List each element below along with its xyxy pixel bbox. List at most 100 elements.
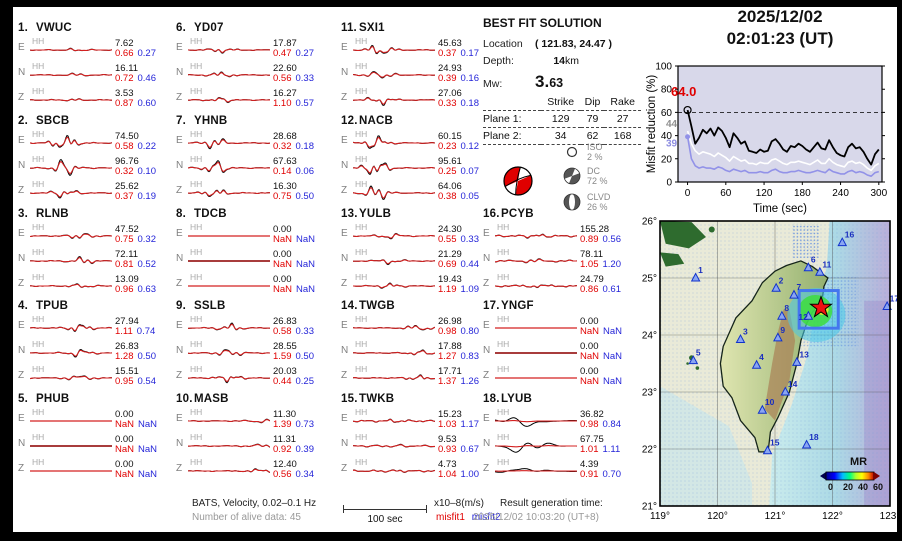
channel-row-TPUB-N: N HH 26.83 1.28 0.50	[18, 338, 170, 363]
amplitude-value: 4.73	[438, 458, 457, 470]
frame-left	[0, 0, 13, 541]
waveform-PHUB-Z: HH	[30, 456, 112, 481]
misfit2-value: NaN	[603, 326, 623, 337]
channel-row-SSLB-N: N HH 28.55 1.59 0.50	[176, 338, 328, 363]
col-strike: Strike	[540, 94, 581, 111]
svg-text:24°: 24°	[642, 331, 657, 342]
svg-text:Misfit reduction (%): Misfit reduction (%)	[646, 75, 658, 174]
alive-data-count: Number of alive data: 45	[192, 512, 301, 523]
channel-code: HH	[32, 272, 45, 282]
component-label: E	[18, 413, 25, 424]
waveform-MASB-E: HH	[187, 406, 271, 431]
station-marker-17	[882, 300, 892, 310]
station-marker-5	[688, 355, 699, 365]
station-title: 7. YHNB	[176, 115, 228, 127]
station-marker-2	[771, 282, 781, 292]
misfit2-value: 0.34	[295, 469, 315, 480]
svg-text:21°: 21°	[642, 502, 657, 513]
component-label: Z	[341, 185, 348, 196]
component-label: E	[18, 228, 25, 239]
misfit2-value: NaN	[296, 234, 316, 245]
channel-row-YNGF-N: N HH 0.00 NaN NaN	[483, 338, 635, 363]
waveform-SSLB-Z: HH	[187, 363, 271, 388]
channel-code: HH	[497, 407, 510, 417]
channel-row-YHNB-E: E HH 28.68 0.32 0.18	[176, 128, 328, 153]
component-label: Z	[176, 463, 183, 474]
svg-text:6: 6	[811, 255, 816, 265]
channel-values: 0.00 NaN NaN	[273, 224, 327, 246]
channel-code: HH	[497, 247, 510, 257]
waveform-YULB-N: HH	[353, 246, 436, 271]
waveform-RLNB-N: HH	[30, 246, 113, 271]
channel-values: 0.00 NaN NaN	[115, 434, 169, 456]
misfit1-value: 0.38	[438, 191, 457, 202]
component-label: E	[341, 135, 348, 146]
svg-text:120: 120	[756, 188, 773, 199]
amplitude-value: 67.63	[273, 155, 297, 167]
station-block-RLNB: 3. RLNB E HH 47.52 0.75 0.32 N HH 72.11 0.81 0.52 Z H…	[18, 208, 170, 298]
misfit2-value: 0.22	[137, 141, 157, 152]
misfit1-value: 0.98	[438, 326, 457, 337]
misfit1-value: 0.81	[115, 259, 134, 270]
col-dip: Dip	[580, 94, 605, 111]
misfit1-value: 0.37	[438, 48, 457, 59]
channel-code: HH	[497, 457, 510, 467]
channel-code: HH	[497, 272, 510, 282]
waveform-LYUB-N: HH	[495, 431, 578, 456]
svg-text:0: 0	[828, 482, 833, 492]
waveform-TWKB-N: HH	[353, 431, 436, 456]
channel-values: 26.83 0.58 0.33	[273, 316, 327, 338]
component-label: E	[341, 42, 348, 53]
component-label: N	[176, 438, 184, 449]
amplitude-value: 15.51	[115, 365, 139, 377]
amplitude-value: 12.40	[273, 458, 297, 470]
misfit2-value: 1.11	[602, 444, 621, 455]
waveform-SXI1-E: HH	[352, 35, 435, 60]
channel-values: 67.75 1.01 1.11	[580, 434, 634, 456]
component-label: E	[483, 320, 490, 331]
svg-text:39: 39	[666, 139, 678, 150]
svg-text:12: 12	[798, 312, 808, 322]
misfit1-value: NaN	[273, 234, 293, 245]
misfit1-value: 0.93	[438, 444, 457, 455]
plane2-label: Plane 2:	[483, 127, 541, 145]
svg-text:13: 13	[799, 349, 809, 359]
component-label: E	[176, 320, 183, 331]
channel-row-RLNB-E: E HH 47.52 0.75 0.32	[18, 221, 170, 246]
component-label: N	[341, 438, 349, 449]
misfit2-value: 0.19	[137, 191, 157, 202]
misfit1-value: 0.32	[115, 166, 134, 177]
station-marker-12	[803, 310, 814, 320]
misfit1-value: 0.32	[273, 141, 292, 152]
amplitude-value: 155.28	[580, 223, 610, 235]
channel-row-YD07-Z: Z HH 16.27 1.10 0.57	[176, 85, 328, 110]
channel-row-TWKB-Z: Z HH 4.73 1.04 1.00	[341, 456, 493, 481]
waveform-LYUB-Z: HH	[494, 456, 578, 481]
amplitude-value: 96.76	[115, 155, 139, 167]
channel-row-YHNB-Z: Z HH 16.30 0.75 0.50	[176, 178, 328, 203]
component-label: N	[176, 253, 184, 264]
station-title: 1. VWUC	[18, 22, 72, 34]
svg-text:60: 60	[720, 188, 732, 199]
channel-values: 19.43 1.19 1.09	[438, 274, 492, 296]
svg-text:119°: 119°	[650, 511, 670, 522]
component-label: N	[341, 253, 349, 264]
component-label: Z	[483, 463, 490, 474]
station-title: 14.TWGB	[341, 300, 395, 312]
channel-values: 0.00 NaN NaN	[273, 249, 327, 271]
svg-text:60: 60	[873, 482, 883, 492]
component-label: N	[341, 345, 349, 356]
misfit2-value: NaN	[603, 376, 623, 387]
channel-row-TWKB-N: N HH 9.53 0.93 0.67	[341, 431, 493, 456]
station-title: 16.PCYB	[483, 208, 534, 220]
component-label: Z	[176, 92, 183, 103]
station-marker-16	[837, 237, 848, 247]
component-label: Z	[341, 278, 348, 289]
channel-row-SBCB-E: E HH 74.50 0.58 0.22	[18, 128, 170, 153]
channel-code: HH	[355, 222, 368, 232]
misfit1-value: NaN	[115, 444, 135, 455]
amplitude-value: 4.39	[580, 458, 599, 470]
epicenter-star-icon	[809, 295, 833, 318]
channel-row-SXI1-N: N HH 24.93 0.39 0.16	[341, 60, 493, 85]
channel-code: HH	[355, 129, 368, 139]
